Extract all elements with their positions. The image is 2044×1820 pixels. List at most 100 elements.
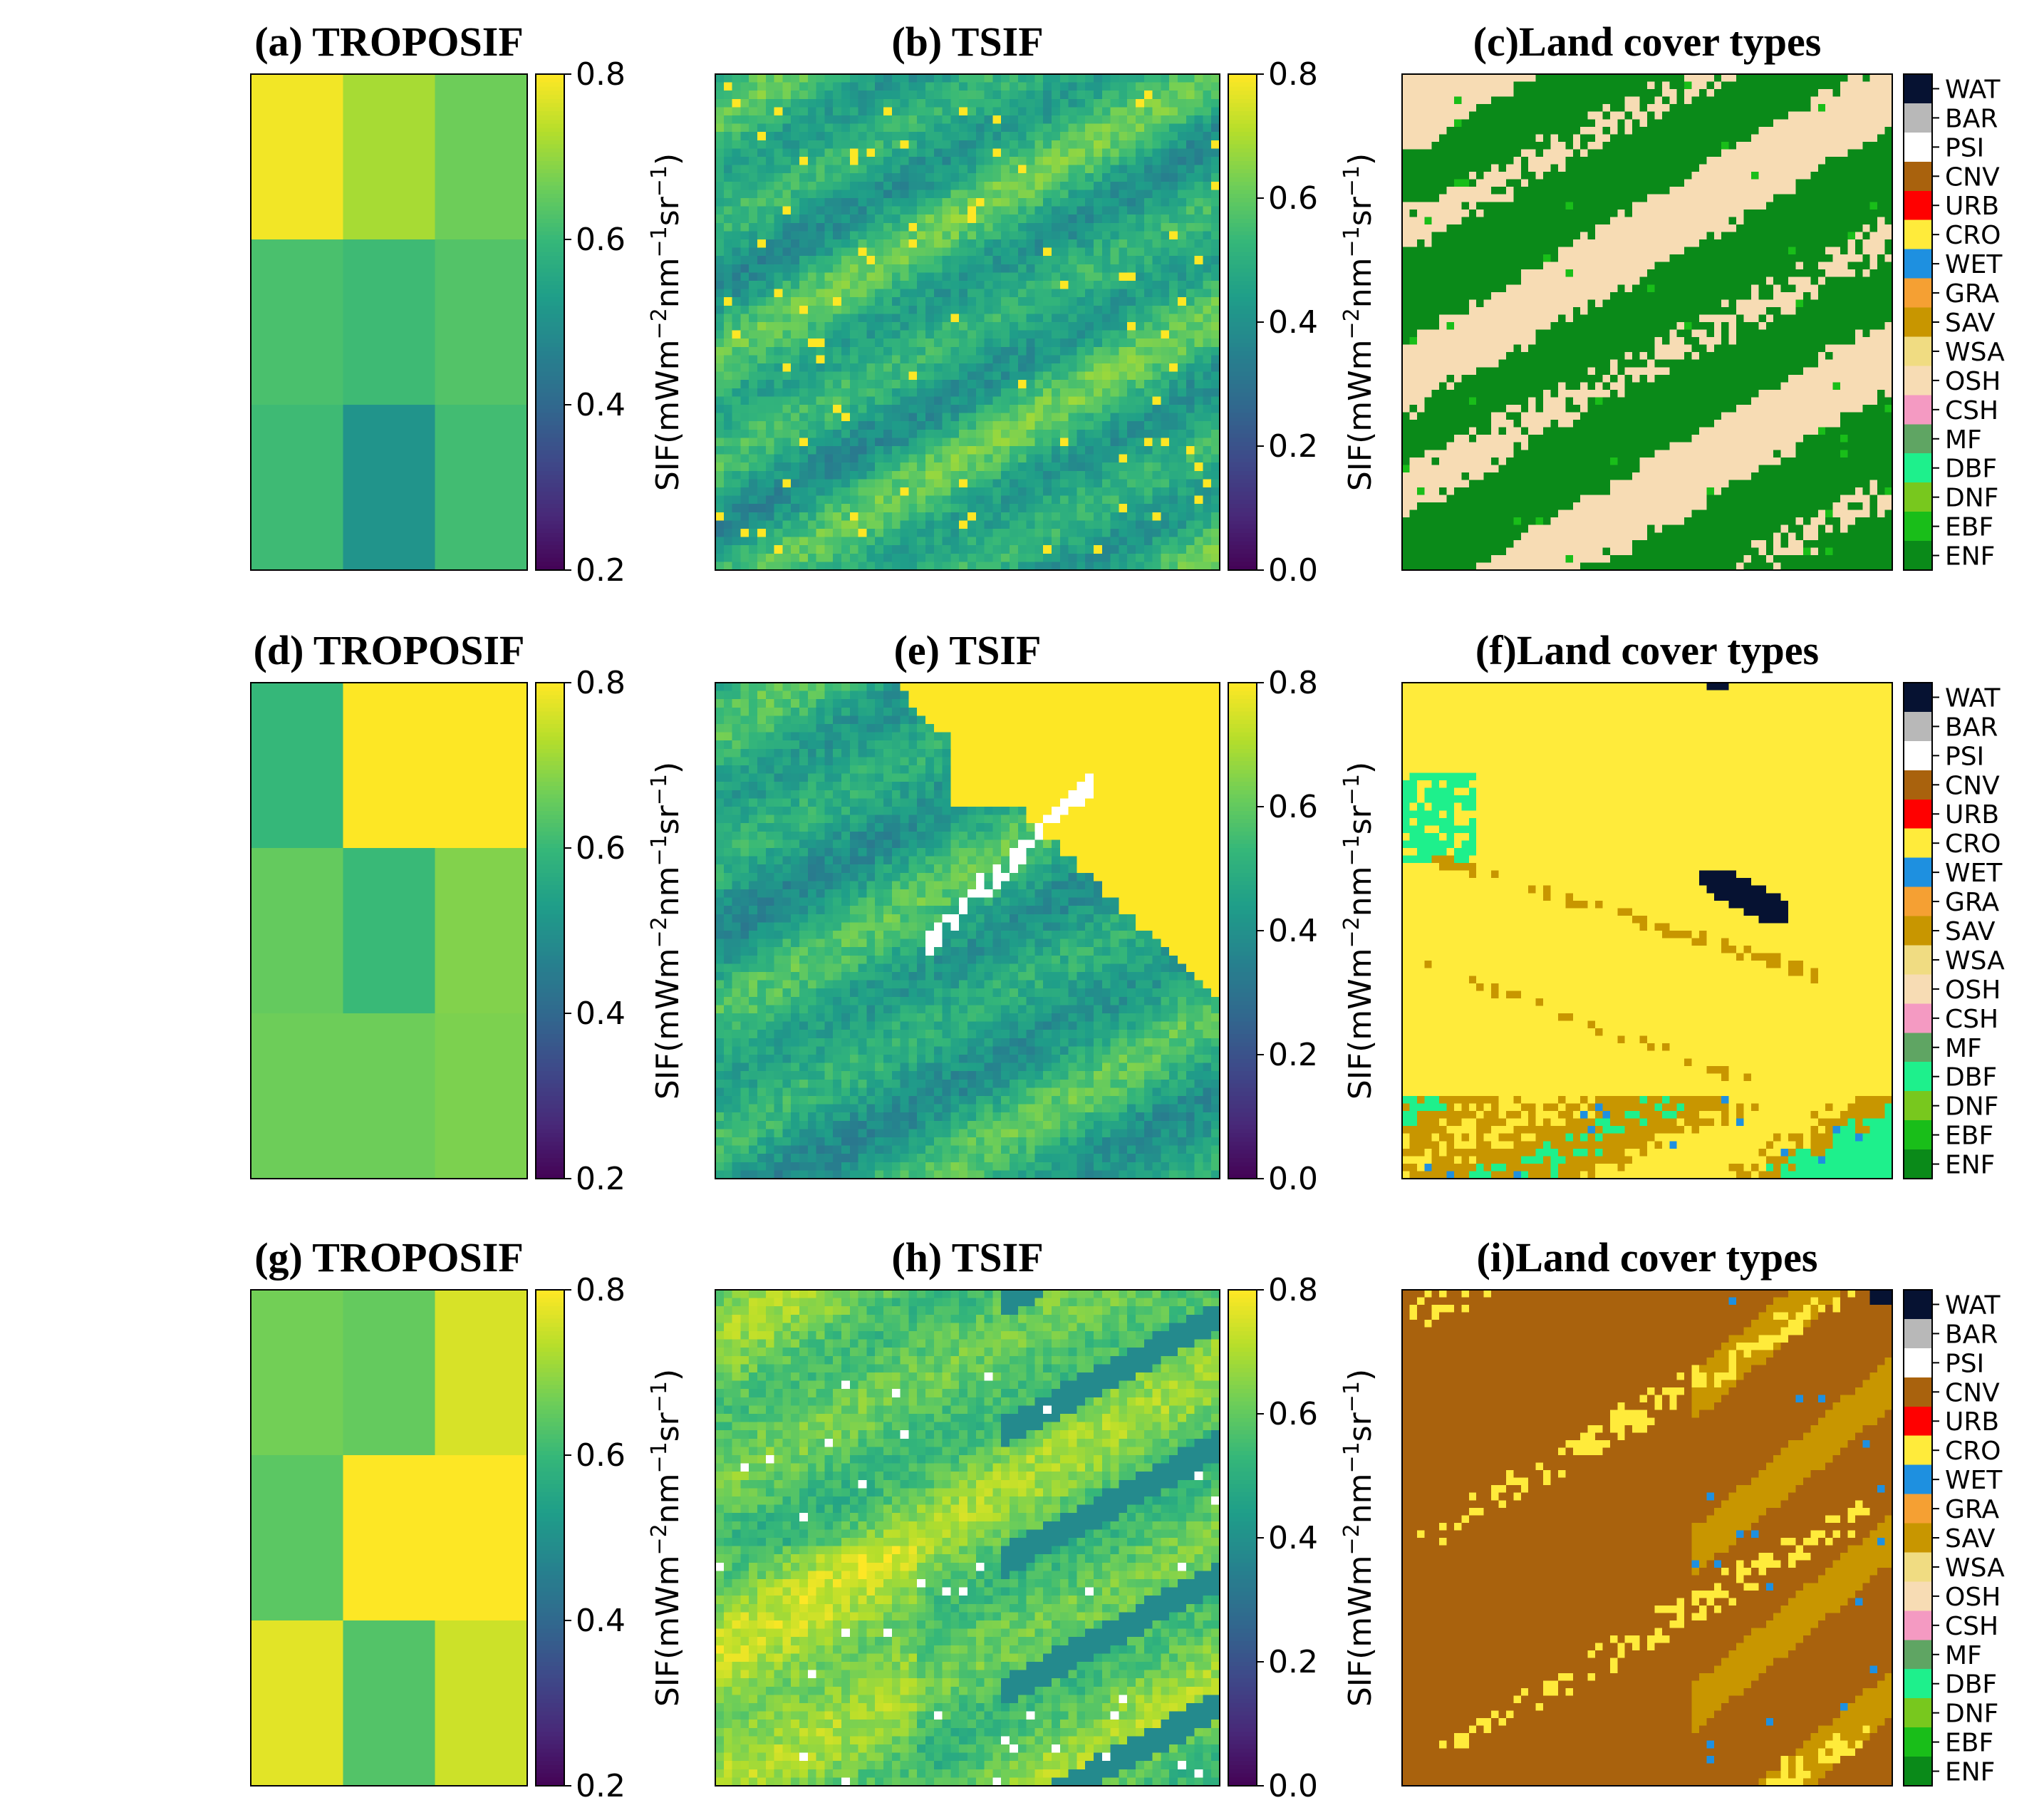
- heatmap-cell: [732, 504, 741, 513]
- heatmap-cell: [1416, 149, 1425, 157]
- heatmap-cell: [1884, 157, 1893, 165]
- heatmap-cell: [858, 545, 867, 554]
- heatmap-cell: [1001, 421, 1010, 430]
- heatmap-cell: [967, 165, 977, 174]
- heatmap-cell: [1780, 172, 1789, 180]
- colorbar-segment: [536, 491, 564, 497]
- heatmap-cell: [1059, 305, 1069, 314]
- heatmap-cell: [723, 413, 733, 422]
- heatmap-cell: [1136, 396, 1145, 405]
- heatmap-cell: [1862, 81, 1871, 90]
- heatmap-cell: [1119, 380, 1128, 389]
- heatmap-cell: [1186, 231, 1195, 240]
- heatmap-cell: [1211, 438, 1220, 447]
- heatmap-cell: [1483, 194, 1492, 202]
- heatmap-cell: [1609, 111, 1618, 120]
- colorbar-segment: [1228, 322, 1257, 327]
- heatmap-cell: [933, 198, 943, 207]
- heatmap-cell: [782, 173, 792, 182]
- heatmap-cell: [757, 338, 767, 348]
- heatmap-cell: [1713, 194, 1722, 202]
- heatmap-cell: [908, 165, 918, 174]
- heatmap-cell: [1654, 172, 1663, 180]
- colorbar-segment: [536, 318, 564, 323]
- heatmap-cell: [891, 123, 901, 133]
- heatmap-cell: [1001, 222, 1010, 232]
- colorbar-segment: [1228, 562, 1257, 567]
- heatmap-cell: [833, 396, 842, 405]
- heatmap-cell: [1127, 82, 1136, 91]
- heatmap-cell: [1211, 132, 1220, 141]
- heatmap-cell: [925, 553, 935, 562]
- heatmap-cell: [1869, 89, 1878, 98]
- heatmap-cell: [1817, 164, 1826, 172]
- heatmap-cell: [891, 553, 901, 562]
- heatmap-cell: [1010, 91, 1019, 100]
- heatmap-cell: [1010, 562, 1019, 571]
- heatmap-cell: [1052, 281, 1061, 290]
- heatmap-cell: [1186, 190, 1195, 199]
- heatmap-cell: [992, 115, 1002, 125]
- heatmap-cell: [774, 297, 783, 306]
- heatmap-cell: [807, 297, 817, 306]
- heatmap-cell: [1194, 157, 1203, 166]
- heatmap-cell: [1847, 111, 1856, 120]
- heatmap-cell: [1617, 111, 1626, 120]
- heatmap-cell: [757, 413, 767, 422]
- heatmap-cell: [765, 363, 775, 373]
- heatmap-cell: [933, 107, 943, 116]
- heatmap-cell: [1085, 206, 1094, 215]
- heatmap-cell: [883, 388, 893, 397]
- heatmap-cell: [1169, 380, 1178, 389]
- heatmap-cell: [908, 396, 918, 405]
- heatmap-cell: [1877, 134, 1886, 143]
- heatmap-cell: [1211, 512, 1220, 521]
- heatmap-cell: [883, 256, 893, 265]
- heatmap-cell: [967, 446, 977, 455]
- heatmap-cell: [1439, 81, 1448, 90]
- heatmap-cell: [1869, 81, 1878, 90]
- heatmap-cell: [900, 91, 909, 100]
- heatmap-cell: [959, 214, 968, 224]
- heatmap-cell: [1706, 81, 1715, 90]
- heatmap-cell: [1491, 111, 1500, 120]
- heatmap-cell: [1169, 314, 1178, 323]
- heatmap-cell: [1795, 111, 1804, 120]
- heatmap-cell: [1203, 446, 1212, 455]
- heatmap-cell: [757, 314, 767, 323]
- heatmap-cell: [967, 346, 977, 356]
- heatmap-cell: [799, 264, 809, 273]
- heatmap-cell: [732, 520, 741, 529]
- heatmap-cell: [1161, 264, 1170, 273]
- heatmap-cell: [1186, 173, 1195, 182]
- heatmap-cell: [1203, 74, 1212, 83]
- heatmap-cell: [950, 479, 960, 488]
- heatmap-cell: [1765, 119, 1774, 128]
- heatmap-cell: [1110, 107, 1119, 116]
- heatmap-cell: [1186, 405, 1195, 414]
- heatmap-cell: [942, 231, 951, 240]
- heatmap-cell: [1416, 126, 1425, 135]
- heatmap-cell: [933, 495, 943, 505]
- heatmap-cell: [1085, 495, 1094, 505]
- heatmap-cell: [1068, 545, 1077, 554]
- heatmap-cell: [1840, 187, 1849, 195]
- heatmap-cell: [942, 355, 951, 364]
- heatmap-cell: [1639, 126, 1648, 135]
- colorbar-segment: [536, 396, 564, 401]
- heatmap-cell: [807, 529, 817, 538]
- heatmap-cell: [1825, 157, 1834, 165]
- heatmap-cell: [1010, 413, 1019, 422]
- heatmap-cell: [1068, 346, 1077, 356]
- heatmap-cell: [1617, 194, 1626, 202]
- heatmap-cell: [807, 454, 817, 463]
- heatmap-cell: [1431, 96, 1440, 105]
- heatmap-cell: [1468, 141, 1477, 150]
- heatmap-cell: [925, 198, 935, 207]
- colorbar-segment: [536, 504, 564, 509]
- heatmap-cell: [1691, 89, 1700, 98]
- heatmap-cell: [1211, 206, 1220, 215]
- heatmap-cell: [715, 446, 725, 455]
- heatmap-cell: [1647, 104, 1656, 113]
- heatmap-cell: [967, 322, 977, 331]
